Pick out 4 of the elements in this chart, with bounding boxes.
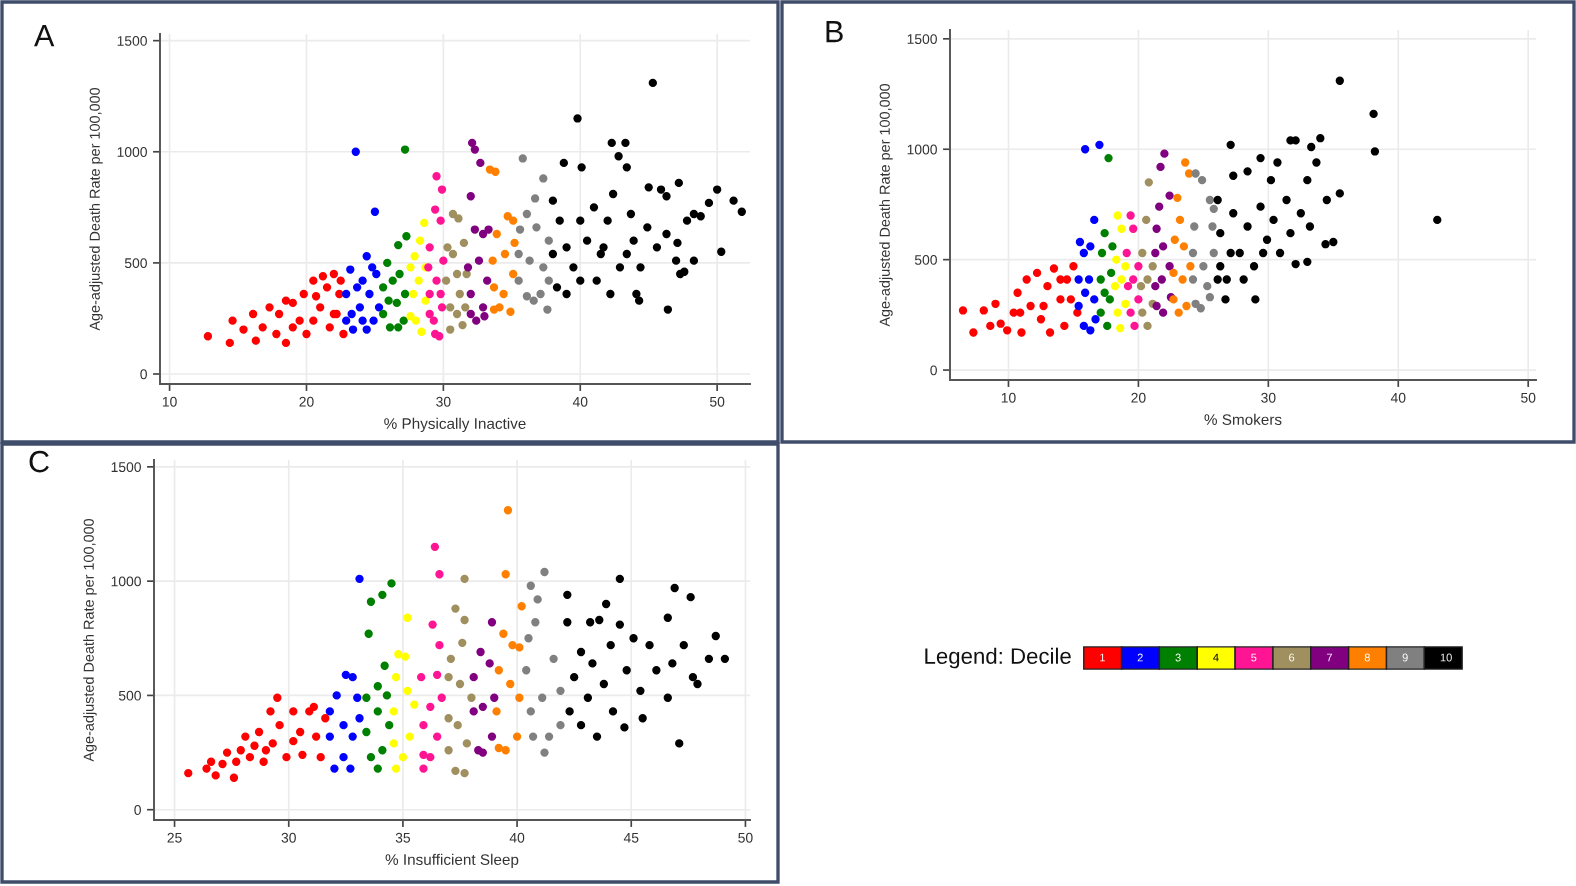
chart-title: C — [29, 450, 49, 473]
chart-title: A — [34, 25, 55, 47]
chart-title: B — [826, 21, 843, 43]
legend-title: Legend: Decile — [925, 647, 1071, 669]
